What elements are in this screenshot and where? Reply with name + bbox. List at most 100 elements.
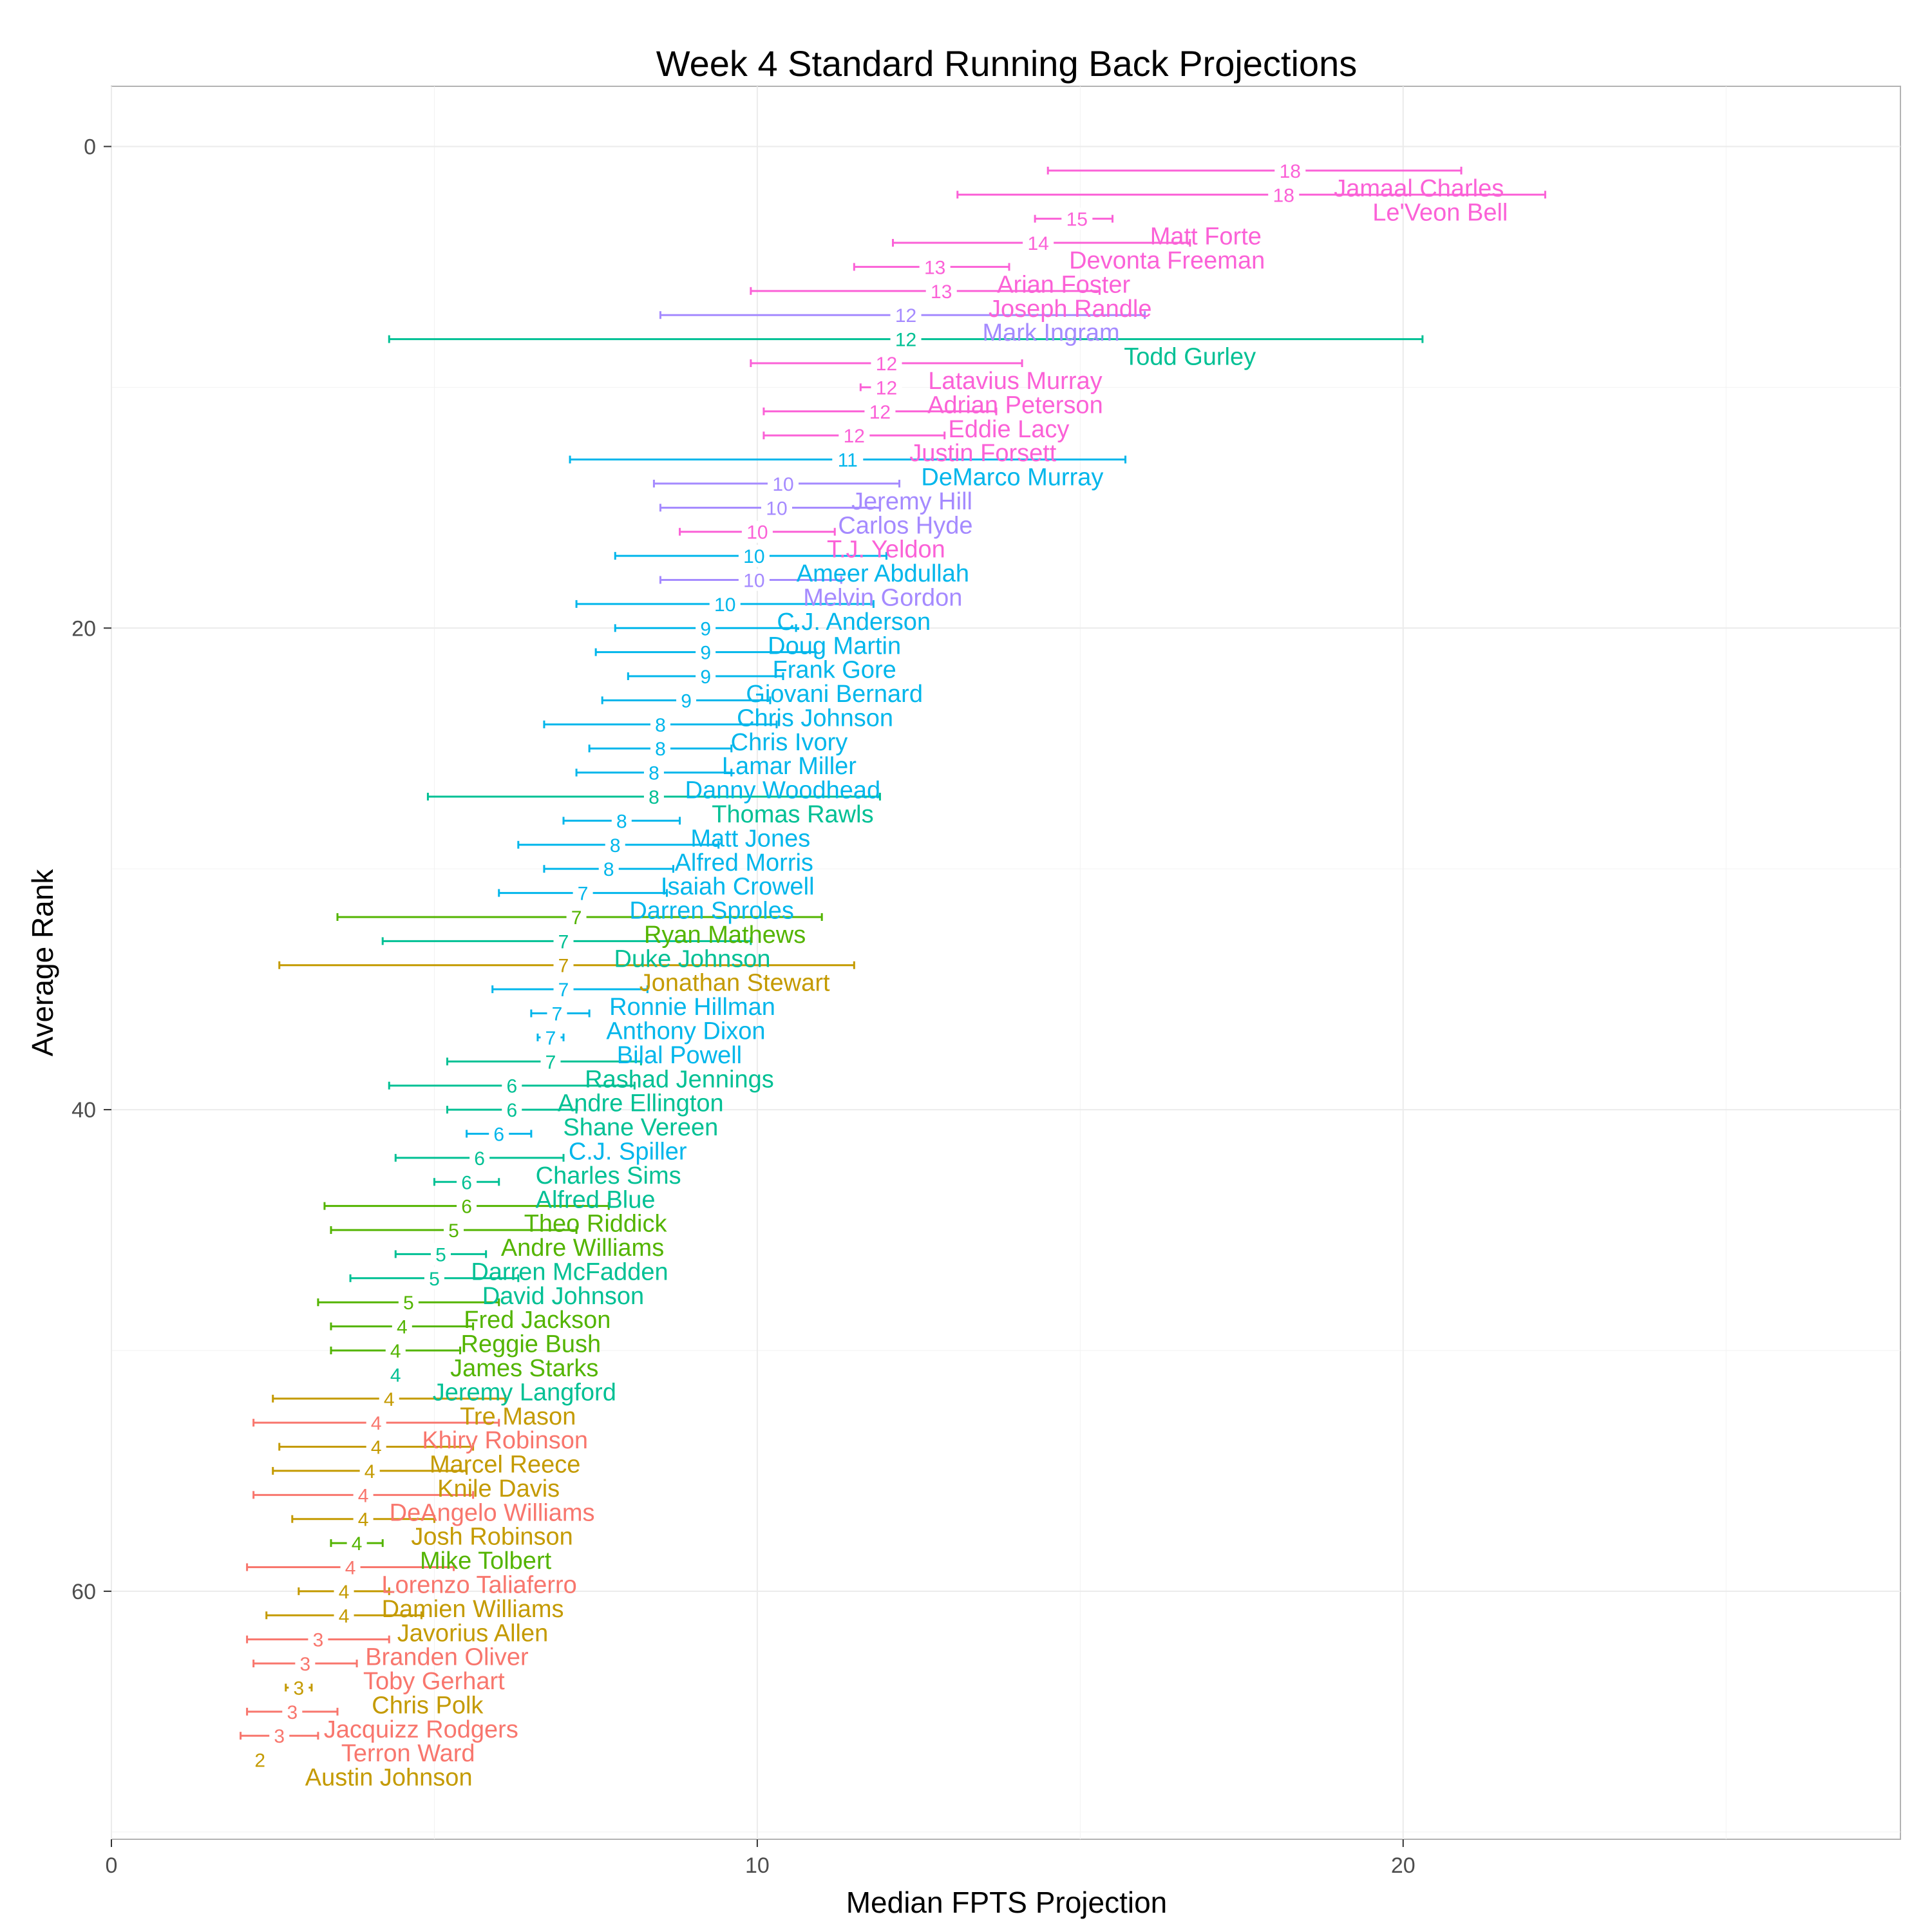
error-bar: 12 bbox=[859, 376, 902, 399]
median-label: 15 bbox=[1066, 209, 1088, 231]
player-name-label: Eddie Lacy bbox=[948, 416, 1069, 443]
error-bar: 6 bbox=[433, 1171, 500, 1193]
median-label-bg bbox=[919, 256, 951, 278]
player-name-label: Fred Jackson bbox=[464, 1307, 611, 1334]
player-name-label: Jonathan Stewart bbox=[639, 970, 830, 997]
player-name-label: Josh Robinson bbox=[411, 1524, 573, 1551]
median-label: 4 bbox=[339, 1605, 350, 1627]
player-name-label: Justin Forsett bbox=[909, 440, 1057, 467]
error-bar: 18 bbox=[1046, 159, 1463, 182]
error-bar: 10 bbox=[679, 520, 836, 544]
median-label-bg bbox=[838, 424, 870, 447]
median-label-bg bbox=[696, 617, 716, 639]
player-name-label: Thomas Rawls bbox=[712, 801, 873, 828]
median-label: 7 bbox=[545, 1028, 556, 1049]
median-label: 4 bbox=[339, 1582, 350, 1603]
median-label-bg bbox=[741, 520, 773, 543]
median-label-bg bbox=[540, 1026, 561, 1048]
error-bar: 4 bbox=[330, 1532, 384, 1555]
player-name-label: Devonta Freeman bbox=[1069, 247, 1265, 274]
median-label-bg bbox=[738, 569, 770, 591]
median-label: 9 bbox=[700, 667, 711, 688]
median-label: 7 bbox=[545, 1052, 556, 1073]
median-label-bg bbox=[650, 737, 670, 760]
player-name-label: Chris Polk bbox=[372, 1692, 484, 1719]
y-axis-title: Average Rank bbox=[26, 869, 59, 1057]
median-label-bg bbox=[457, 1195, 477, 1217]
median-label-bg bbox=[269, 1725, 290, 1747]
error-bar: 8 bbox=[588, 737, 733, 760]
error-bar: 10 bbox=[575, 592, 875, 616]
x-tick-label: 10 bbox=[745, 1853, 770, 1878]
player-name-label: Matt Forte bbox=[1150, 223, 1262, 251]
player-name-label: Bilal Powell bbox=[617, 1042, 742, 1069]
error-bar: 5 bbox=[330, 1219, 578, 1242]
error-bar: 13 bbox=[750, 279, 1101, 303]
median-label-bg bbox=[289, 1676, 309, 1699]
median-label-bg bbox=[1274, 159, 1306, 182]
median-label-bg bbox=[553, 954, 574, 976]
player-name-label: James Starks bbox=[450, 1355, 598, 1382]
median-label: 12 bbox=[869, 402, 891, 423]
median-label-bg bbox=[385, 1339, 406, 1361]
error-bar: 8 bbox=[543, 713, 778, 736]
median-label: 4 bbox=[390, 1365, 401, 1386]
median-label-bg bbox=[925, 279, 957, 302]
player-name-label: Danny Woodhead bbox=[685, 777, 881, 804]
median-label: 4 bbox=[384, 1389, 395, 1410]
median-label-bg bbox=[295, 1653, 316, 1675]
median-label: 9 bbox=[681, 690, 692, 712]
error-bar: 7 bbox=[336, 905, 823, 929]
median-label-bg bbox=[650, 713, 670, 735]
median-label-bg bbox=[430, 1243, 451, 1265]
y-tick-label: 20 bbox=[71, 616, 96, 641]
error-bar: 8 bbox=[517, 833, 720, 857]
player-name-label: Arian Foster bbox=[997, 271, 1130, 298]
median-label-bg bbox=[353, 1508, 374, 1530]
player-name-label: Chris Johnson bbox=[737, 705, 893, 732]
player-name-label: Adrian Peterson bbox=[927, 392, 1103, 419]
median-label: 4 bbox=[390, 1341, 401, 1362]
x-tick-label: 0 bbox=[106, 1853, 118, 1878]
median-label: 4 bbox=[371, 1413, 382, 1434]
error-bar: 5 bbox=[317, 1291, 500, 1314]
player-name-label: Darren McFadden bbox=[471, 1258, 668, 1285]
error-bar: 12 bbox=[659, 304, 1146, 327]
median-label-bg bbox=[346, 1532, 367, 1555]
error-bar: 6 bbox=[394, 1146, 565, 1170]
player-name-label: DeAngelo Williams bbox=[390, 1499, 595, 1526]
player-name-label: Frank Gore bbox=[773, 657, 896, 684]
error-bar: 5 bbox=[394, 1243, 488, 1265]
error-bar: 4 bbox=[291, 1508, 435, 1531]
player-name-label: Ameer Abdullah bbox=[797, 560, 969, 587]
error-bar: 4 bbox=[252, 1412, 500, 1434]
error-bar: 7 bbox=[491, 978, 649, 1001]
median-label: 13 bbox=[931, 281, 952, 303]
player-name-label: Darren Sproles bbox=[629, 898, 794, 925]
error-bar: 9 bbox=[614, 617, 797, 639]
error-bar: 4 bbox=[265, 1604, 422, 1627]
y-tick-label: 0 bbox=[84, 135, 96, 159]
median-label: 8 bbox=[649, 763, 659, 784]
median-label-bg bbox=[366, 1412, 386, 1434]
player-name-label: Latavius Murray bbox=[928, 368, 1102, 395]
chart-title: Week 4 Standard Running Back Projections bbox=[656, 43, 1357, 84]
player-name-label: C.J. Spiller bbox=[569, 1138, 687, 1165]
median-label-bg bbox=[553, 930, 574, 952]
player-name-label: C.J. Anderson bbox=[777, 609, 931, 636]
x-axis-title: Median FPTS Projection bbox=[846, 1886, 1168, 1919]
median-label: 7 bbox=[558, 931, 569, 952]
median-label: 4 bbox=[358, 1510, 369, 1531]
error-bar: 6 bbox=[466, 1122, 533, 1145]
median-label-bg bbox=[424, 1267, 444, 1289]
y-tick-label: 40 bbox=[71, 1098, 96, 1122]
median-label: 3 bbox=[274, 1726, 285, 1747]
median-label-bg bbox=[1268, 184, 1300, 206]
median-label-bg bbox=[871, 352, 902, 374]
player-name-label: Jeremy Hill bbox=[851, 488, 972, 515]
error-bar: 4 bbox=[385, 1363, 406, 1386]
median-label-bg bbox=[502, 1099, 522, 1121]
median-label-bg bbox=[340, 1556, 361, 1578]
